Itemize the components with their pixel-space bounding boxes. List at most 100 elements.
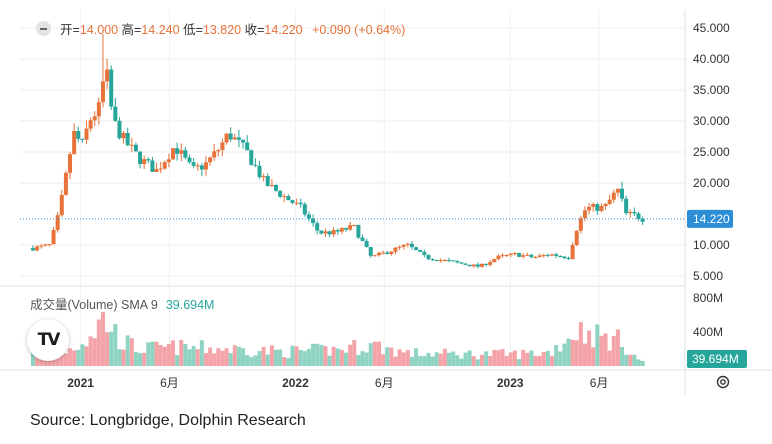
volume-bar [587, 330, 592, 366]
gear-icon[interactable] [715, 374, 731, 390]
candle [150, 160, 155, 172]
candle [199, 165, 204, 170]
volume-bar [541, 351, 546, 366]
candle [55, 215, 60, 231]
volume-bar [595, 324, 600, 366]
candle [570, 244, 575, 260]
candle [323, 231, 328, 234]
candle [76, 131, 81, 139]
candle [84, 128, 89, 140]
candle [562, 256, 567, 259]
volume-bar [212, 353, 217, 366]
volume-bar [447, 352, 452, 366]
candle [88, 120, 93, 129]
candle [352, 225, 357, 227]
volume-bar [335, 348, 340, 366]
candle [512, 253, 517, 255]
volume-bar [55, 353, 60, 366]
volume-bar [459, 358, 464, 366]
volume-bar [376, 341, 381, 366]
candle [409, 243, 414, 248]
volume-bar [344, 352, 349, 366]
volume-bar [599, 335, 604, 366]
candle [327, 231, 332, 235]
volume-bar [150, 341, 155, 366]
candle [224, 133, 229, 143]
candle [319, 230, 324, 234]
volume-bar [430, 356, 435, 366]
candle [438, 260, 443, 262]
candle [290, 200, 295, 203]
volume-bar [286, 357, 291, 366]
volume-bar [302, 350, 307, 366]
volume-bar [166, 344, 171, 366]
candle [121, 132, 126, 139]
candle [389, 251, 394, 255]
volume-bar [339, 349, 344, 366]
volume-bar [591, 347, 596, 366]
volume-bar [121, 349, 126, 366]
candle [335, 230, 340, 232]
volume-bar [113, 324, 118, 366]
volume-bar [405, 349, 410, 366]
candle [587, 206, 592, 211]
volume-bar [636, 359, 641, 366]
candle [92, 116, 97, 121]
volume-bar [467, 350, 472, 366]
candle [179, 150, 184, 154]
y-tick-label: 45.000 [693, 21, 730, 35]
volume-bar [208, 347, 213, 366]
candle [591, 204, 596, 207]
x-tick-label: 2022 [282, 376, 309, 390]
volume-bar [455, 355, 460, 366]
candle [578, 218, 583, 231]
candle [195, 165, 200, 167]
volume-bar [574, 340, 579, 366]
volume-bar [426, 352, 431, 366]
candle [496, 255, 501, 260]
volume-bar [236, 346, 241, 366]
volume-bar [496, 350, 501, 366]
candle [632, 211, 637, 214]
volume-bar [220, 350, 225, 366]
candle [554, 254, 559, 256]
candle [162, 162, 167, 169]
volume-bar [566, 338, 571, 366]
volume-bar [261, 346, 266, 366]
volume-bar [385, 347, 390, 366]
candle [381, 252, 386, 254]
candle [376, 252, 381, 256]
volume-bar [253, 355, 258, 366]
volume-bar [30, 345, 35, 366]
y-tick-label: 30.000 [693, 114, 730, 128]
candle [636, 213, 641, 219]
volume-bar [521, 349, 526, 366]
candle [154, 169, 159, 172]
candle [39, 245, 44, 247]
candle [525, 254, 530, 256]
volume-bar [278, 349, 283, 366]
volume-bar [224, 348, 229, 366]
volume-bar [282, 357, 287, 366]
candle [203, 162, 208, 170]
volume-bar [319, 344, 324, 366]
volume-bar [364, 352, 369, 366]
x-tick-label: 6月 [375, 376, 394, 390]
volume-bar [632, 354, 637, 366]
volume-bar [442, 348, 447, 366]
volume-bar [133, 351, 138, 366]
volume-bar [306, 348, 311, 366]
volume-bar [199, 340, 204, 366]
volume-bar [352, 340, 357, 366]
candle [418, 250, 423, 252]
candle [43, 244, 48, 246]
candle [488, 262, 493, 265]
volume-bar [311, 343, 316, 366]
candle [175, 148, 180, 154]
candle [35, 246, 40, 251]
minus-circle-icon[interactable] [36, 21, 51, 36]
candle [397, 246, 402, 248]
candle [220, 142, 225, 151]
tradingview-logo[interactable]: TV [27, 319, 69, 361]
